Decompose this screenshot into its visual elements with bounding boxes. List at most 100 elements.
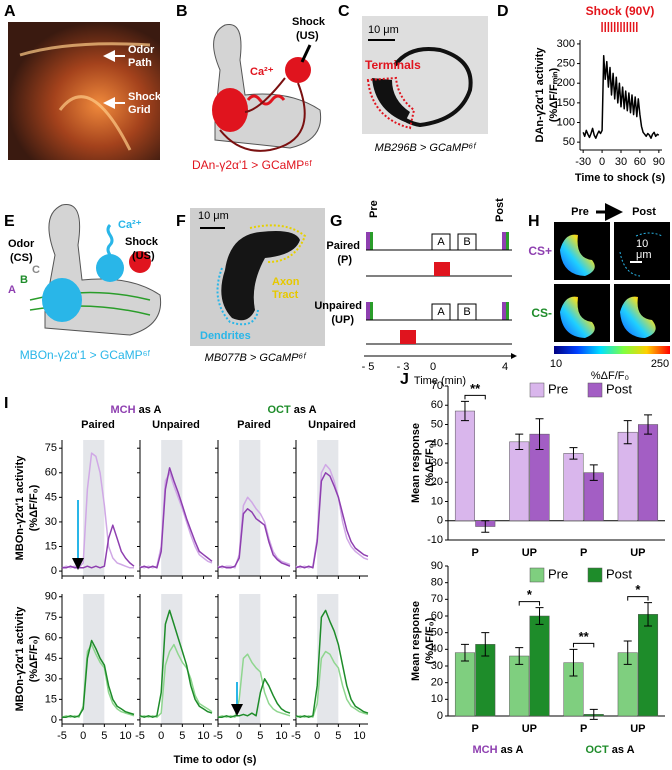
x-axis-title: Time to shock (s) [575, 172, 666, 184]
odor-window [317, 594, 339, 724]
error-bar [481, 632, 490, 657]
ca-wave [106, 223, 114, 256]
x-tick-label: -30 [575, 156, 591, 168]
odor-a: A [8, 284, 16, 296]
y-tick-label: 0 [437, 515, 443, 527]
region-label: Terminals [365, 58, 421, 72]
x-tick-label: 5 [101, 730, 107, 742]
roi [366, 76, 416, 130]
odor-label: Odor [8, 238, 35, 250]
x-tick-label: 0 [158, 730, 164, 742]
tick-label: 4 [502, 361, 508, 373]
y-tick-label: 80 [431, 577, 443, 589]
trace [62, 639, 135, 718]
y-tick-label: 70 [431, 380, 443, 392]
x-tick-label: 10 [119, 730, 131, 742]
scale-label: 10 μm [368, 24, 399, 36]
y-tick-label: 50 [431, 418, 443, 430]
ca-wave [246, 94, 286, 106]
neuron [96, 254, 124, 282]
bar [529, 615, 550, 717]
shock-label: (US) [296, 30, 319, 42]
y-tick-label: 10 [431, 495, 443, 507]
group-label: MCH as A [473, 744, 524, 756]
x-tick-label: 0 [80, 730, 86, 742]
group-label: OCT as A [267, 404, 316, 416]
y-tick-label: 300 [557, 38, 575, 50]
legend-swatch [587, 567, 603, 583]
x-tick-label: -5 [213, 730, 223, 742]
trace [61, 643, 135, 718]
y-tick-label: 250 [557, 57, 575, 69]
post-test [502, 232, 506, 250]
neuron [42, 278, 82, 322]
odor-label: A [437, 306, 445, 318]
tick-label: - 3 [397, 361, 410, 373]
bar [509, 655, 530, 717]
y-tick-label: 0 [437, 710, 443, 722]
legend-swatch [587, 382, 603, 398]
panel-letter: J [400, 371, 409, 388]
panel-letter: H [528, 213, 540, 230]
y-axis-title: MBOn-γ2α'1 activity [14, 606, 26, 712]
odor-box [457, 233, 477, 251]
x-tick-label: 5 [335, 730, 341, 742]
panel-letter: A [4, 3, 16, 20]
group-label: OCT as A [585, 744, 634, 756]
y-tick-label: 30 [431, 457, 443, 469]
trace [217, 653, 291, 718]
trace [295, 463, 369, 569]
group-label: MCH as A [111, 404, 162, 416]
odor-window [317, 440, 339, 576]
y-tick-label: 60 [431, 610, 443, 622]
sig-label: ** [579, 629, 590, 644]
image [614, 222, 670, 280]
y-tick-label: 150 [557, 97, 575, 109]
neuron [212, 88, 248, 132]
caption: MB296B > GCaMP⁶ᶠ [375, 142, 477, 154]
panel-letter: I [4, 395, 8, 412]
panel-letter: C [338, 3, 350, 20]
neuron [285, 57, 311, 83]
x-tick-label: 90 [653, 156, 665, 168]
condition-label: Paired [237, 419, 271, 431]
image [362, 16, 488, 134]
trace [295, 609, 369, 718]
x-tick-label: P [471, 547, 478, 559]
region-label: Axon [272, 276, 300, 288]
error-bar [569, 648, 578, 677]
images [554, 222, 670, 342]
panel-letter: E [4, 213, 15, 230]
error-bar [535, 607, 544, 625]
y-axis-title: Mean response [410, 423, 422, 503]
trace [139, 467, 213, 569]
x-tick-label: 10 [275, 730, 287, 742]
y-axis-title: (%ΔF/F₀) [424, 617, 436, 664]
error-bar [481, 520, 490, 533]
bar [454, 652, 475, 717]
x-axis-title: Time to odor (s) [174, 754, 257, 766]
scale-label: 10 μm [198, 210, 229, 222]
trace [139, 609, 213, 718]
odor: MCH [473, 744, 498, 756]
shock-label: (US) [132, 250, 155, 262]
post-test [506, 302, 509, 320]
x-tick-label: 60 [634, 156, 646, 168]
y-tick-label: 45 [45, 652, 57, 664]
y-tick-label: 20 [431, 677, 443, 689]
panel-letter: F [176, 213, 186, 230]
colorbar [554, 346, 670, 354]
error-bar [460, 400, 469, 422]
odor-label: (CS) [10, 252, 33, 264]
bar [563, 453, 584, 521]
row-label: (P) [337, 254, 352, 266]
odor-suffix: as A [294, 404, 317, 416]
y-tick-label: 60 [431, 399, 443, 411]
ca-label: Ca²⁺ [250, 66, 274, 78]
odor-label: B [463, 236, 470, 248]
arrow [300, 44, 312, 63]
image-detail [221, 231, 300, 321]
trace [295, 650, 369, 718]
y-tick-label: 45 [45, 491, 57, 503]
